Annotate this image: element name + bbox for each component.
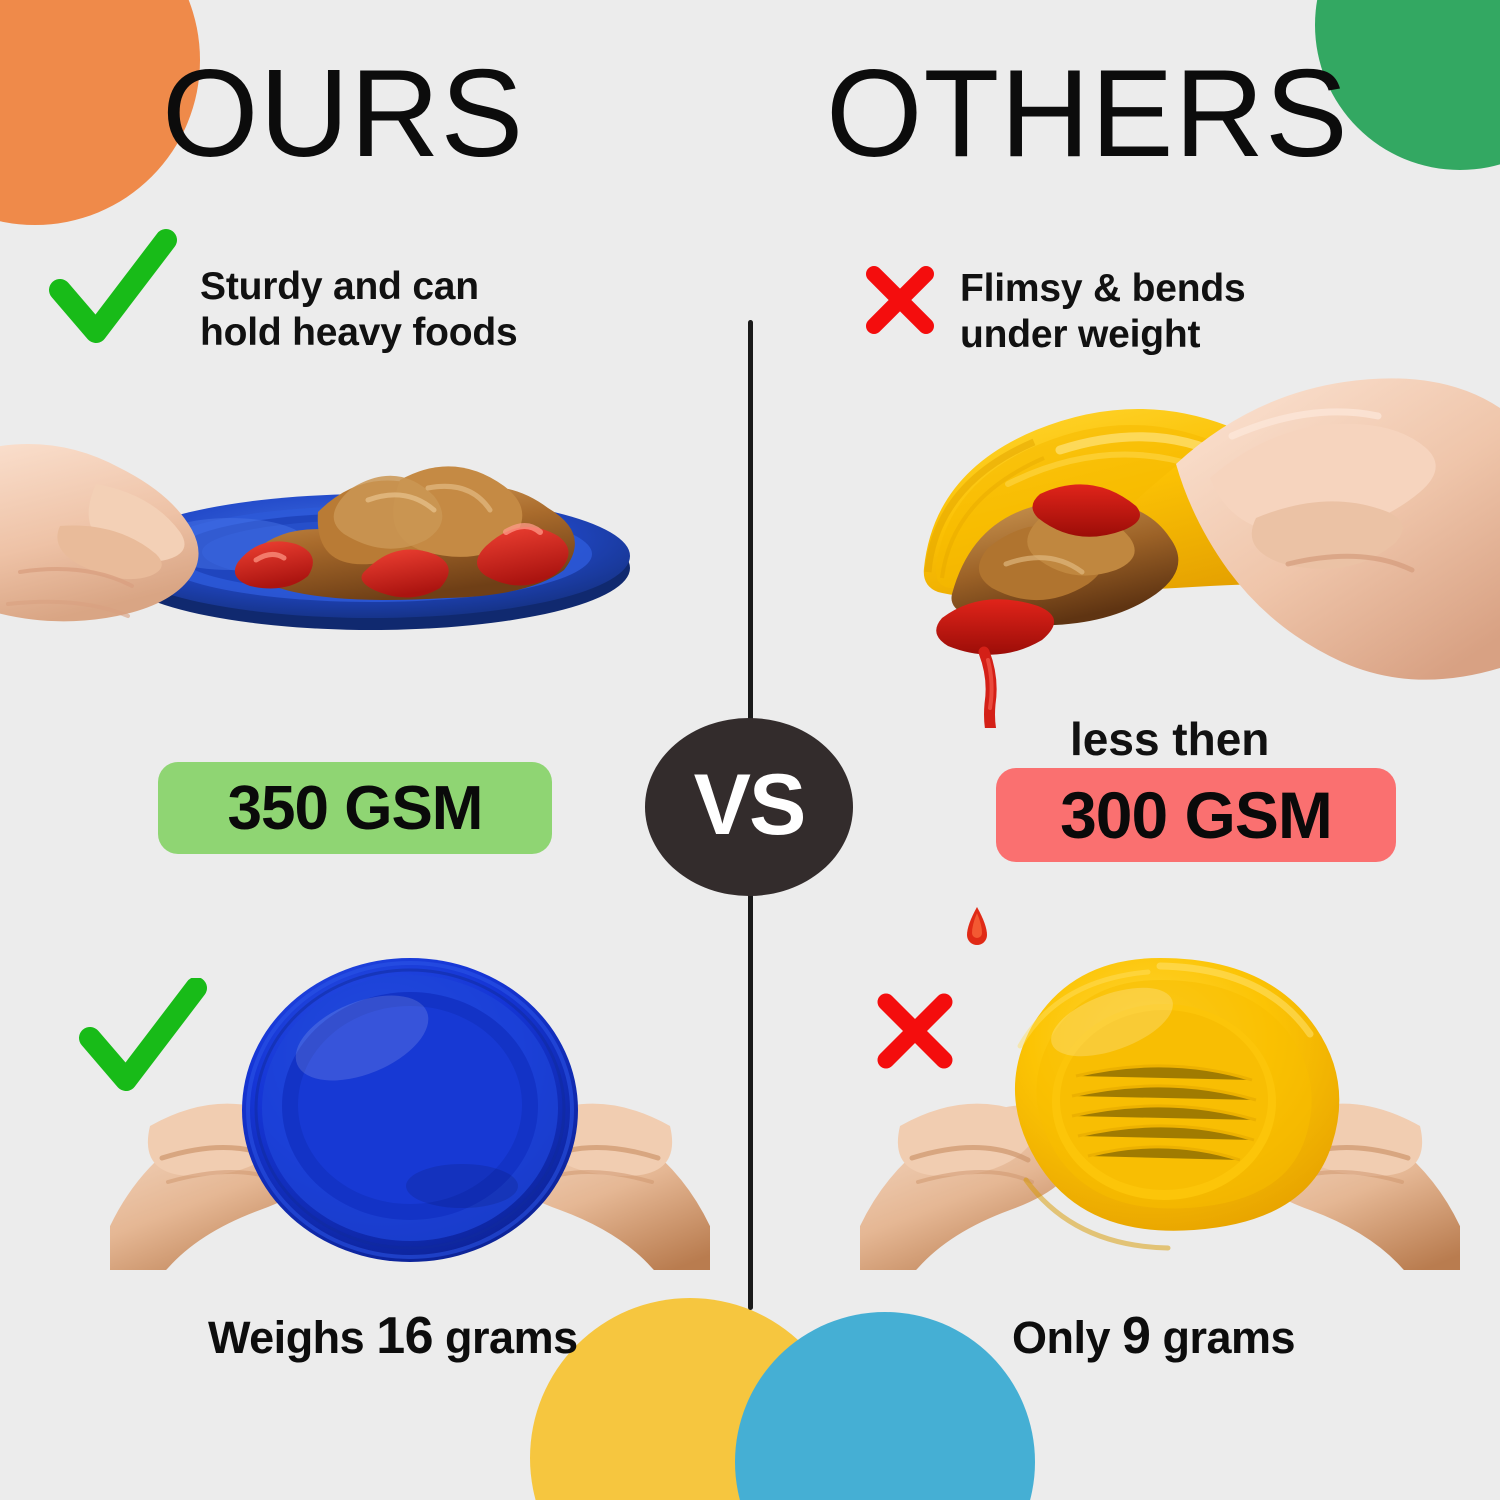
caption-others-suffix: grams (1150, 1312, 1296, 1363)
caption-others-weight: Only 9 grams (1012, 1306, 1296, 1366)
heading-others: OTHERS (826, 45, 1349, 183)
photo-rigid-blue-plate (110, 950, 710, 1270)
gsm-badge-ours: 350 GSM (158, 762, 552, 854)
gsm-badge-others: 300 GSM (996, 768, 1396, 862)
red-cross-icon-bottom (877, 993, 953, 1069)
vs-label: VS (693, 757, 807, 853)
caption-others-prefix: Only (1012, 1312, 1123, 1363)
vs-badge: VS (645, 718, 853, 896)
green-check-icon (49, 229, 177, 343)
less-then-label: less then (1070, 713, 1270, 765)
claim-text-ours: Sturdy and can hold heavy foods (200, 265, 518, 355)
caption-others-number: 9 (1122, 1307, 1151, 1365)
red-cross-icon (866, 266, 934, 334)
claim-text-others: Flimsy & bends under weight (960, 267, 1246, 357)
claim-row-others: Flimsy & bends under weight (862, 258, 1422, 358)
photo-hand-holding-blue-plate (0, 392, 640, 692)
heading-ours: OURS (162, 45, 525, 183)
caption-ours-number: 16 (376, 1307, 434, 1365)
caption-ours-weight: Weighs 16 grams (208, 1306, 578, 1366)
caption-ours-suffix: grams (433, 1312, 578, 1363)
caption-ours-prefix: Weighs (208, 1312, 377, 1363)
claim-row-ours: Sturdy and can hold heavy foods (48, 229, 648, 356)
ketchup-droplet-icon (967, 907, 987, 945)
green-check-icon-bottom (79, 978, 207, 1091)
photo-flimsy-yellow-plate (860, 950, 1460, 1270)
photo-hand-bending-yellow-plate (880, 368, 1500, 728)
